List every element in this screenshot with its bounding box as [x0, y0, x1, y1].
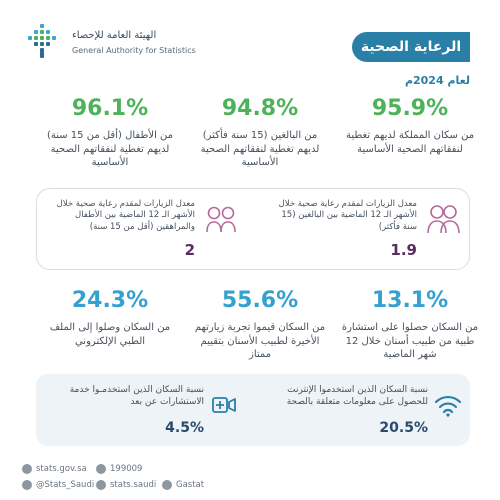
visits-children: معدل الزيارات لمقدم رعاية صحية خلال الأش… [37, 189, 247, 269]
stat-description: من السكان حصلوا على استشارة طبية من طبيب… [341, 322, 479, 360]
footer-instagram-text: stats.saudi [110, 480, 157, 490]
header: الهيئة العامة للإحصاء General Authority … [0, 0, 500, 87]
visits-value: 2 [184, 241, 195, 259]
visits-adults: معدل الزيارات لمقدم رعاية صحية خلال الأش… [259, 189, 469, 269]
stat-value: 95.9% [371, 96, 449, 121]
footer-app[interactable]: Gastat [162, 480, 204, 490]
stat-population-coverage: 95.9% من سكان المملكة لديهم تغطية لنفقات… [340, 96, 480, 156]
visits-value: 1.9 [390, 241, 417, 259]
internet-panel: نسبة السكان الذين استخدموا الإنترنت للحص… [36, 374, 470, 446]
footer-website-text: stats.gov.sa [36, 464, 87, 474]
stat-dental-rating: 55.6% من السكان قيموا تجربة زيارتهم الأخ… [190, 288, 330, 362]
internet-text: نسبة السكان الذين استخدمـوا خدمة الاستشا… [69, 385, 204, 408]
globe-icon [22, 464, 32, 474]
adults-icon [427, 205, 460, 234]
internet-value: 20.5% [379, 420, 428, 436]
stat-description: من الأطفال (أقل من 15 سنة) لديهم تغطية ل… [46, 130, 174, 168]
stat-value: 13.1% [371, 288, 449, 313]
org-name-english: General Authority for Statistics [72, 46, 196, 55]
org-name-arabic: الهيئة العامة للإحصاء [72, 30, 157, 41]
stat-adult-coverage: 94.8% من البالغين (15 سنة فأكثر) لديهم ت… [190, 96, 330, 170]
twitter-icon [22, 480, 32, 490]
stat-value: 24.3% [71, 288, 149, 313]
wifi-icon [434, 395, 462, 417]
footer-website[interactable]: stats.gov.sa [22, 464, 87, 474]
internet-telehealth: نسبة السكان الذين استخدمـوا خدمة الاستشا… [36, 374, 246, 446]
footer-instagram[interactable]: stats.saudi [96, 480, 156, 490]
page-title: الرعاية الصحية [352, 32, 470, 62]
stat-value: 55.6% [221, 288, 299, 313]
children-icon [206, 206, 236, 233]
visits-text: معدل الزيارات لمقدم رعاية صحية خلال الأش… [278, 199, 417, 232]
footer: stats.gov.sa 199009 @Stats_Saudi stats.s… [0, 458, 500, 500]
gastat-logo-icon [28, 24, 56, 58]
footer-phone[interactable]: 199009 [96, 464, 142, 474]
stat-value: 94.8% [221, 96, 299, 121]
telehealth-icon [212, 397, 236, 413]
footer-twitter-text: @Stats_Saudi [36, 480, 95, 490]
stat-description: من السكان وصلوا إلى الملف الطبي الإلكترو… [49, 322, 171, 347]
visits-panel: معدل الزيارات لمقدم رعاية صحية خلال الأش… [36, 188, 470, 270]
app-icon [162, 480, 172, 490]
stat-electronic-record: 24.3% من السكان وصلوا إلى الملف الطبي ال… [40, 288, 180, 348]
stat-description: من السكان قيموا تجربة زيارتهم الأخيرة لط… [194, 322, 326, 360]
stat-value: 96.1% [71, 96, 149, 121]
instagram-icon [96, 480, 106, 490]
internet-value: 4.5% [165, 420, 204, 436]
visits-text: معدل الزيارات لمقدم رعاية صحية خلال الأش… [56, 199, 195, 232]
stat-description: من سكان المملكة لديهم تغطية لنفقاتهم الص… [345, 130, 475, 155]
internet-health-info: نسبة السكان الذين استخدموا الإنترنت للحص… [260, 374, 470, 446]
footer-twitter[interactable]: @Stats_Saudi [22, 480, 94, 490]
stat-description: من البالغين (15 سنة فأكثر) لديهم تغطية ل… [200, 130, 320, 168]
footer-app-text: Gastat [176, 480, 205, 490]
internet-text: نسبة السكان الذين استخدموا الإنترنت للحص… [286, 385, 428, 408]
stat-dental-consultation: 13.1% من السكان حصلوا على استشارة طبية م… [340, 288, 480, 362]
stat-children-coverage: 96.1% من الأطفال (أقل من 15 سنة) لديهم ت… [40, 96, 180, 170]
phone-icon [96, 464, 106, 474]
footer-phone-text: 199009 [110, 464, 143, 474]
year-label: لعام 2024م [404, 74, 470, 87]
